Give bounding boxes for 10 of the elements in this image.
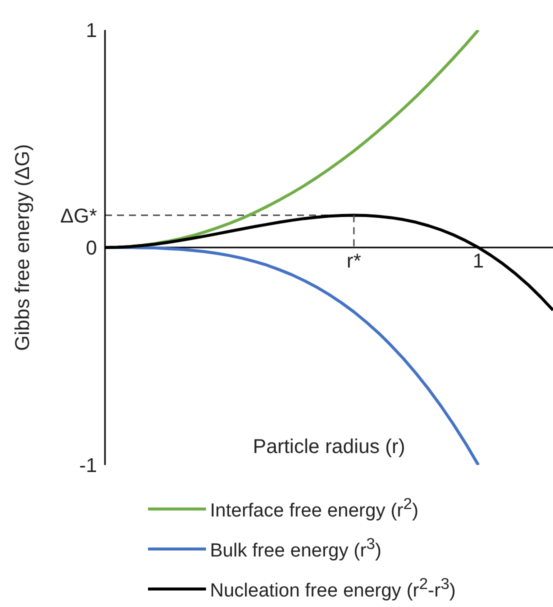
- x-axis-title: Particle radius (r): [252, 436, 406, 458]
- y-tick-label: -1: [79, 455, 97, 478]
- legend-label: Interface free energy (r$^{2}$): [210, 496, 418, 522]
- y-tick-label: ΔG*: [60, 205, 98, 228]
- x-tick-label: r*: [346, 250, 362, 272]
- legend-label: Nucleation free energy (r$^{2}$-r$^{3}$): [210, 576, 456, 602]
- y-tick-label: 1: [86, 20, 97, 42]
- y-axis-title: Gibbs free energy (ΔG): [12, 144, 34, 351]
- y-tick-label: 0: [86, 238, 97, 260]
- legend-label: Bulk free energy (r$^{3}$): [210, 536, 382, 562]
